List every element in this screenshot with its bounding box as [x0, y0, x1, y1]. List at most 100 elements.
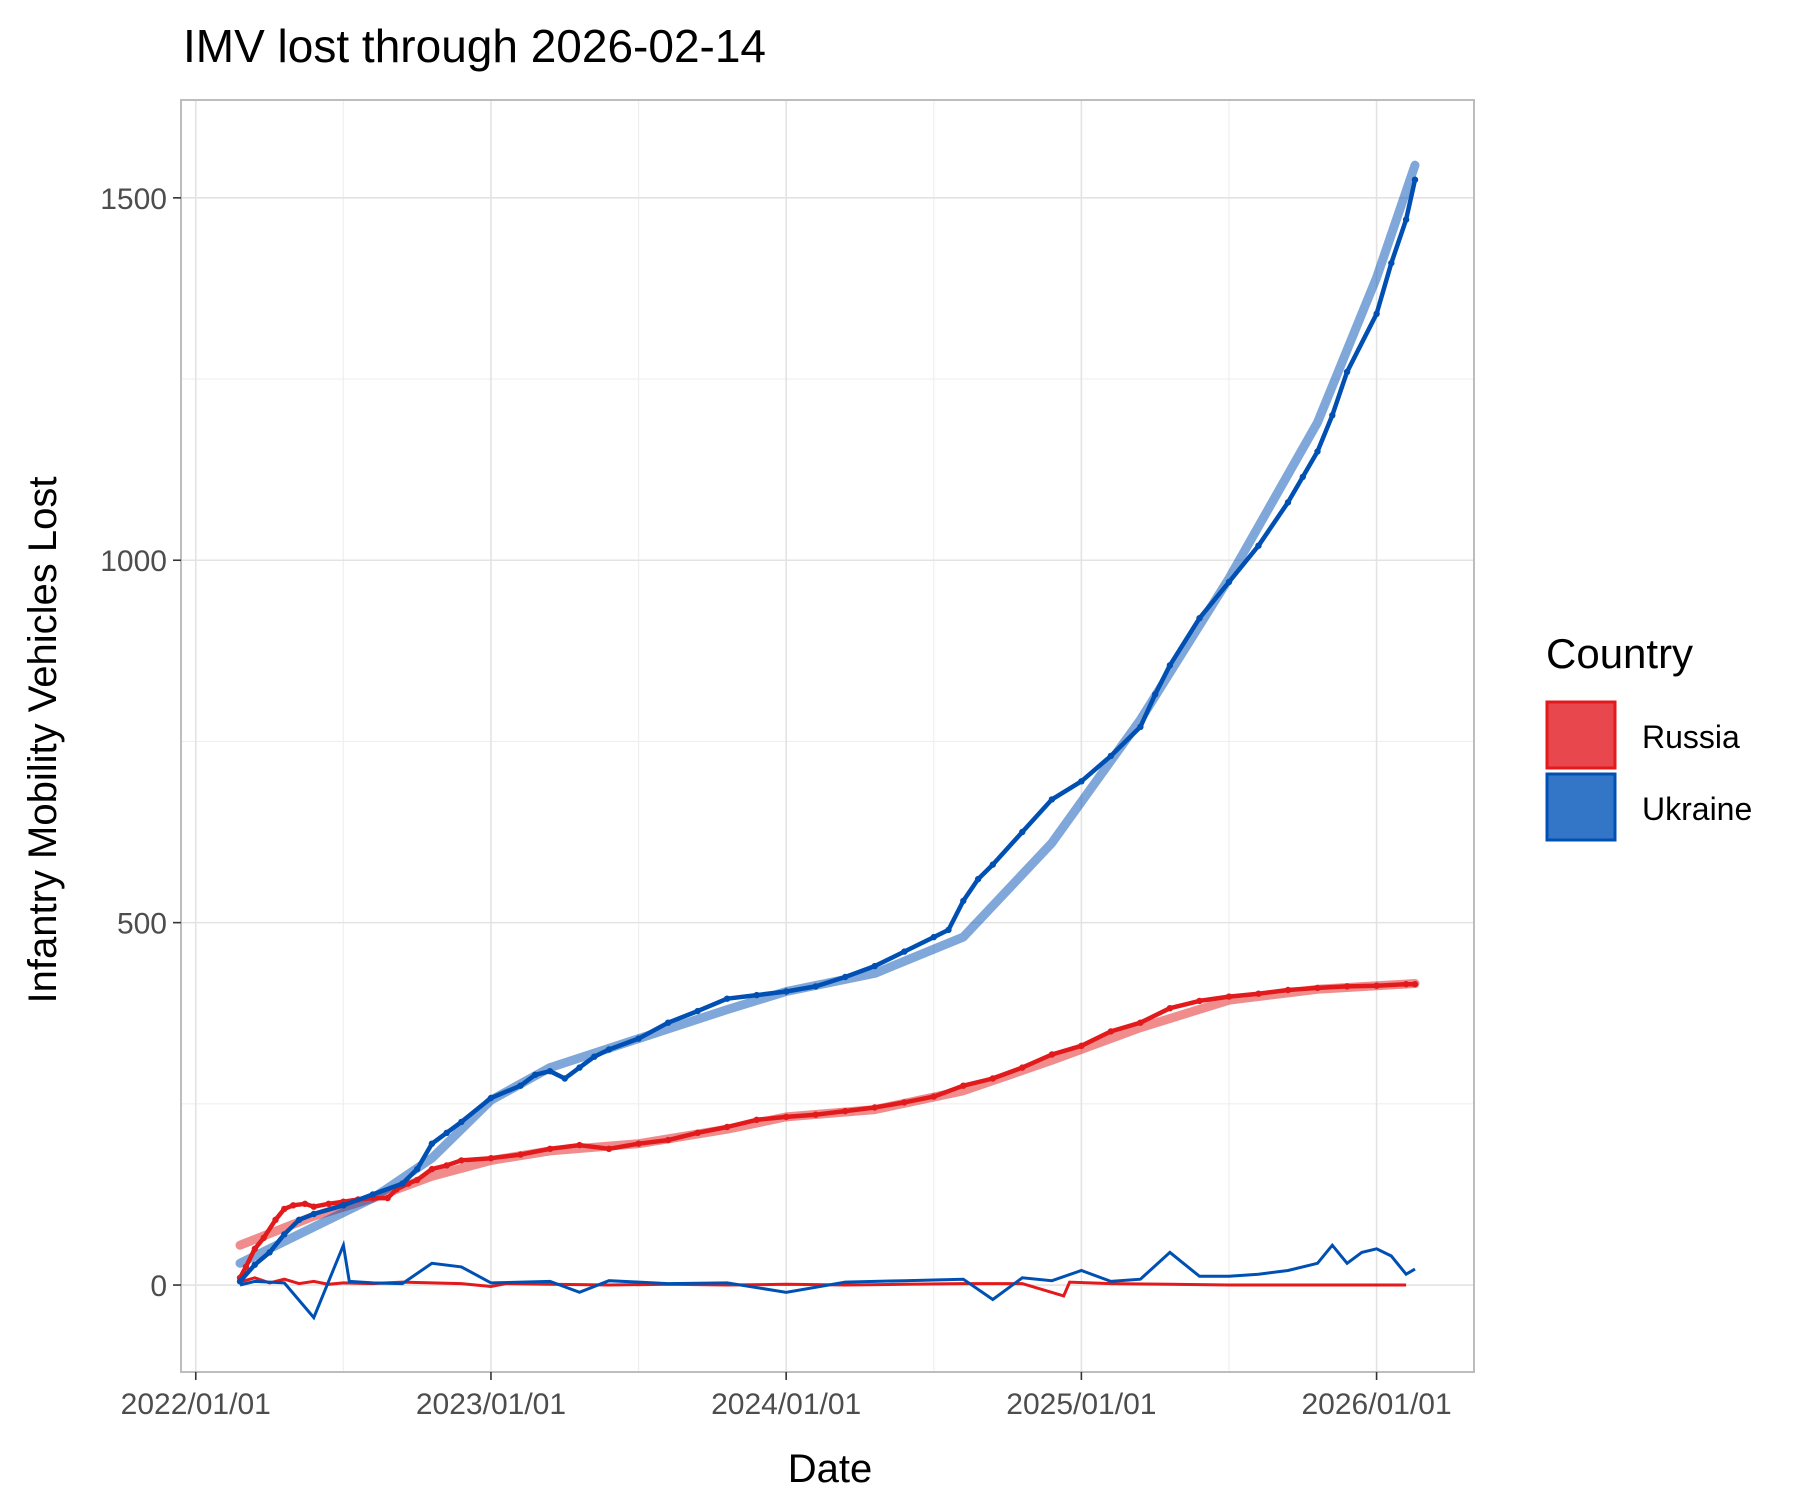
x-tick-label: 2025/01/01 — [1006, 1388, 1156, 1421]
data-point-ukraine — [443, 1129, 450, 1137]
data-point-ukraine — [930, 933, 937, 941]
data-point-russia — [901, 1099, 908, 1106]
data-point-russia — [605, 1145, 613, 1153]
data-point-ukraine — [532, 1071, 539, 1079]
data-point-ukraine — [591, 1053, 598, 1060]
x-tick-label: 2026/01/01 — [1302, 1388, 1452, 1421]
legend-key-russia — [1545, 700, 1617, 770]
data-point-ukraine — [694, 1007, 701, 1015]
data-point-ukraine — [1402, 216, 1410, 223]
data-point-russia — [1137, 1019, 1144, 1026]
data-point-ukraine — [989, 861, 996, 868]
data-point-russia — [842, 1107, 849, 1115]
data-point-russia — [1019, 1064, 1026, 1071]
legend-item-russia: Russia — [1545, 700, 1740, 770]
data-point-ukraine — [487, 1094, 495, 1102]
data-point-russia — [443, 1162, 450, 1169]
data-point-russia — [930, 1093, 937, 1100]
data-point-russia — [960, 1082, 967, 1089]
cumulative-layer — [236, 176, 1419, 1285]
daily-line-ukraine — [239, 1239, 1416, 1321]
data-point-ukraine — [546, 1068, 554, 1075]
data-point-ukraine — [1048, 796, 1056, 803]
data-point-ukraine — [1255, 542, 1262, 549]
data-point-ukraine — [974, 875, 982, 883]
data-point-ukraine — [236, 1278, 244, 1285]
data-point-russia — [664, 1136, 672, 1144]
data-point-ukraine — [295, 1216, 303, 1224]
y-axis-title: Infantry Mobility Vehicles Lost — [21, 477, 65, 1004]
data-point-ukraine — [635, 1035, 642, 1042]
x-axis-title: Date — [788, 1447, 873, 1491]
data-point-ukraine — [812, 983, 819, 990]
data-point-russia — [1411, 981, 1419, 988]
data-point-ukraine — [1166, 662, 1174, 669]
data-point-ukraine — [1196, 615, 1203, 622]
data-point-russia — [1373, 982, 1380, 989]
data-point-ukraine — [1329, 412, 1336, 419]
data-point-russia — [384, 1194, 391, 1202]
data-point-russia — [1314, 984, 1321, 992]
minor-grid — [181, 100, 1474, 1372]
data-point-ukraine — [753, 991, 760, 999]
data-point-ukraine — [517, 1082, 524, 1089]
plot-panel-border — [180, 99, 1475, 1373]
x-tick-label: 2024/01/01 — [711, 1388, 861, 1421]
data-point-ukraine — [1019, 828, 1026, 836]
data-point-russia — [325, 1200, 332, 1208]
legend-title: Country — [1546, 630, 1693, 677]
data-point-ukraine — [901, 948, 908, 955]
legend-key-ukraine — [1545, 772, 1617, 842]
data-point-russia — [281, 1205, 288, 1213]
data-point-ukraine — [340, 1202, 347, 1209]
data-point-ukraine — [561, 1075, 568, 1082]
daily-layer — [239, 1239, 1416, 1321]
data-point-russia — [487, 1155, 495, 1162]
data-point-russia — [1255, 990, 1262, 997]
x-tick-label: 2022/01/01 — [121, 1388, 271, 1421]
data-point-russia — [989, 1075, 996, 1082]
data-point-russia — [576, 1141, 583, 1149]
data-point-russia — [723, 1123, 731, 1131]
data-point-ukraine — [458, 1118, 465, 1126]
data-point-ukraine — [723, 995, 731, 1002]
data-point-ukraine — [399, 1180, 406, 1187]
data-point-ukraine — [1107, 752, 1115, 760]
data-point-russia — [242, 1263, 250, 1271]
data-point-ukraine — [783, 988, 790, 995]
data-point-ukraine — [1314, 448, 1321, 455]
legend: Country Russia Ukraine — [1545, 630, 1752, 842]
chart-title: IMV lost through 2026-02-14 — [183, 20, 766, 72]
data-point-russia — [1166, 1005, 1174, 1012]
data-point-russia — [1343, 983, 1351, 990]
data-point-ukraine — [605, 1046, 613, 1053]
data-point-ukraine — [1078, 778, 1085, 785]
data-point-russia — [260, 1234, 267, 1242]
legend-label-ukraine: Ukraine — [1642, 791, 1752, 827]
data-point-russia — [1107, 1028, 1115, 1035]
data-point-ukraine — [960, 897, 967, 905]
y-tick-label: 1500 — [100, 183, 167, 216]
data-point-russia — [635, 1140, 642, 1147]
data-point-russia — [783, 1113, 790, 1121]
data-point-ukraine — [1152, 691, 1159, 698]
data-point-russia — [272, 1216, 279, 1224]
data-point-russia — [251, 1245, 258, 1253]
data-point-russia — [1225, 993, 1233, 1000]
data-point-ukraine — [1411, 176, 1419, 183]
data-point-ukraine — [1137, 723, 1144, 731]
data-point-russia — [1284, 986, 1292, 994]
y-tick-label: 500 — [117, 908, 167, 941]
data-point-ukraine — [871, 962, 878, 970]
data-point-russia — [871, 1104, 878, 1111]
y-axis: 0 500 1000 1500 — [100, 183, 181, 1303]
data-point-ukraine — [369, 1191, 377, 1198]
y-tick-label: 1000 — [100, 545, 167, 578]
data-point-russia — [812, 1111, 819, 1118]
data-point-russia — [310, 1203, 317, 1210]
data-point-russia — [458, 1157, 465, 1164]
data-point-ukraine — [1299, 473, 1307, 481]
